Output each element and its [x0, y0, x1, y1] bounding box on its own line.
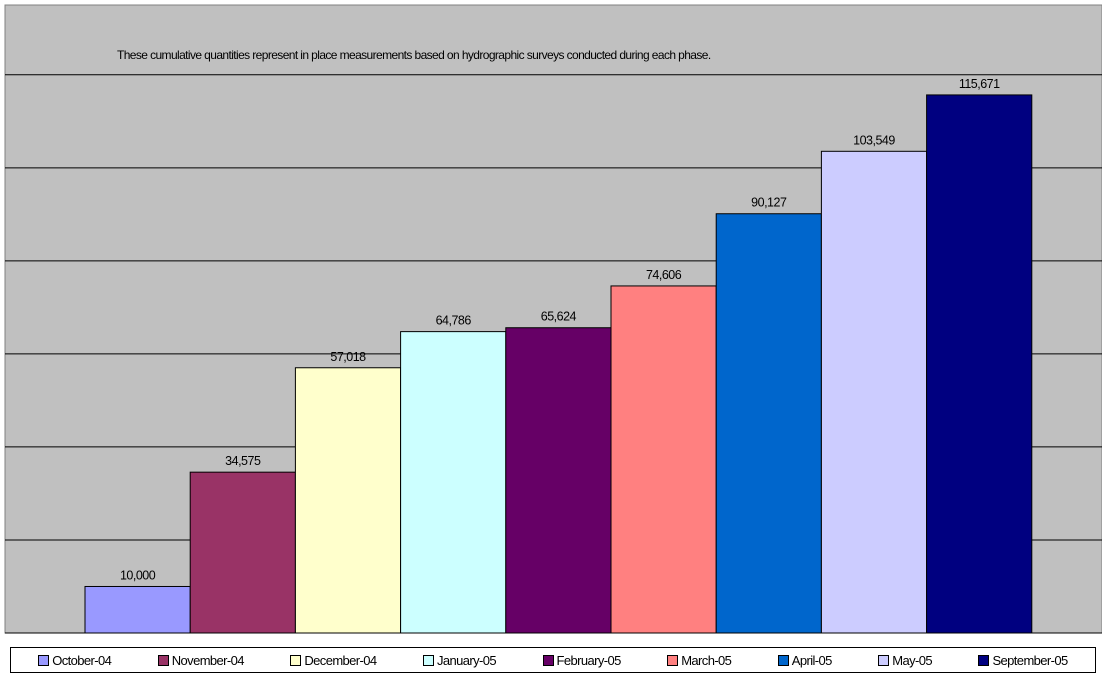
legend-item: May-05 [878, 652, 933, 668]
bar-value-label: 74,606 [646, 268, 682, 282]
legend-item: December-04 [290, 652, 377, 668]
bar [610, 285, 717, 634]
legend-label: January-05 [437, 652, 497, 668]
bar [84, 585, 191, 634]
chart-note: These cumulative quantities represent in… [117, 48, 711, 62]
legend-label: March-05 [681, 652, 732, 668]
bar [926, 94, 1033, 634]
legend-label: May-05 [892, 652, 932, 668]
chart-plot: These cumulative quantities represent in… [4, 4, 1102, 634]
legend-swatch [878, 654, 890, 666]
bar [715, 213, 822, 634]
legend-label: September-05 [992, 652, 1068, 668]
bar-value-label: 34,575 [225, 454, 261, 468]
bar-value-label: 90,127 [751, 196, 787, 210]
legend-label: April-05 [791, 652, 833, 668]
bar-value-label: 103,549 [853, 133, 895, 147]
legend-swatch [978, 654, 990, 666]
legend-label: December-04 [304, 652, 377, 668]
legend-item: March-05 [667, 652, 732, 668]
bar [189, 471, 296, 634]
legend-label: November-04 [171, 652, 245, 668]
legend-item: January-05 [423, 652, 497, 668]
legend-swatch [290, 654, 302, 666]
legend-swatch [38, 654, 50, 666]
legend-item: April-05 [777, 652, 833, 668]
bar-value-label: 65,624 [541, 310, 577, 324]
bar-value-label: 115,671 [959, 77, 1000, 91]
legend-swatch [667, 654, 679, 666]
bar [505, 327, 612, 634]
legend-label: February-05 [556, 652, 622, 668]
bar [294, 367, 402, 634]
legend-item: September-05 [978, 652, 1068, 668]
legend-swatch [777, 654, 789, 666]
bar [820, 150, 928, 634]
legend: October-04 November-04 December-04 January-… [10, 647, 1096, 673]
legend-item: February-05 [542, 652, 622, 668]
bar-value-label: 64,786 [436, 314, 472, 328]
legend-swatch [157, 654, 169, 666]
bar-value-label: 57,018 [330, 350, 366, 364]
legend-item: November-04 [157, 652, 245, 668]
legend-item: October-04 [38, 652, 112, 668]
bars [84, 94, 1033, 634]
bar [400, 331, 507, 634]
legend-swatch [423, 654, 434, 666]
data-labels: 10,000 34,575 57,018 64,786 65,624 74,606 90,1… [120, 77, 1001, 583]
legend-swatch [542, 654, 554, 666]
bar-value-label: 10,000 [120, 568, 156, 582]
legend-label: October-04 [52, 652, 112, 668]
